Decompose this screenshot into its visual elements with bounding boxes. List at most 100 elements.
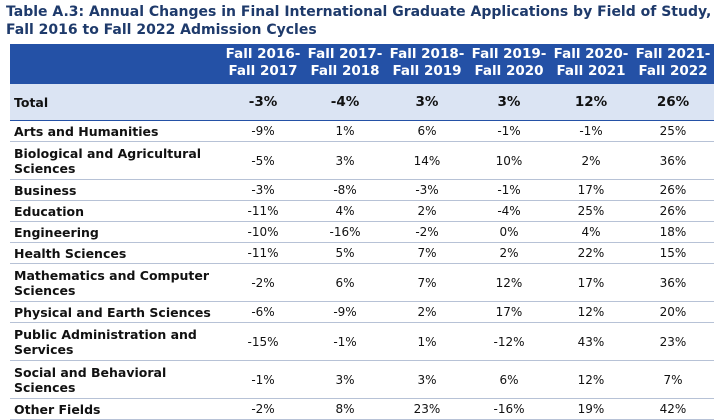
value-cell: 6% [304,263,386,302]
value-cell: -5% [222,141,304,180]
table-row: Physical and Earth Sciences -6% -9% 2% 17% 12… [10,301,714,323]
value-cell: 8% [304,398,386,420]
value-cell: 4% [304,200,386,222]
total-value: 3% [386,83,468,121]
header-line: Fall 2019- [471,46,547,62]
header-cell: Fall 2016- Fall 2017 [222,44,304,84]
header-cell: Fall 2020- Fall 2021 [550,44,632,84]
value-cell: -1% [468,179,550,201]
value-cell: 23% [632,322,714,361]
table-row: Arts and Humanities -9% 1% 6% -1% -1% 25% [10,120,714,142]
value-cell: -3% [222,179,304,201]
value-cell: -12% [468,322,550,361]
header-line: Fall 2021 [556,63,626,79]
value-cell: -1% [222,360,304,399]
value-cell: 42% [632,398,714,420]
field-name: Biological and Agricultural Sciences [10,141,222,180]
value-cell: -1% [550,120,632,142]
header-cell: Fall 2018- Fall 2019 [386,44,468,84]
value-cell: -8% [304,179,386,201]
value-cell: 18% [632,221,714,243]
value-cell: 17% [468,301,550,323]
field-name: Engineering [10,221,222,243]
value-cell: 25% [632,120,714,142]
value-cell: 7% [386,263,468,302]
value-cell: -2% [222,263,304,302]
value-cell: -11% [222,242,304,264]
header-cell: Fall 2017- Fall 2018 [304,44,386,84]
value-cell: 2% [550,141,632,180]
value-cell: 7% [632,360,714,399]
value-cell: -2% [222,398,304,420]
table-row: Health Sciences -11% 5% 7% 2% 22% 15% [10,242,714,264]
value-cell: 17% [550,179,632,201]
header-line: Fall 2019 [392,63,462,79]
table-row: Biological and Agricultural Sciences -5% 3… [10,141,714,180]
header-line: Fall 2018- [389,46,465,62]
value-cell: 20% [632,301,714,323]
value-cell: 1% [386,322,468,361]
value-cell: 43% [550,322,632,361]
value-cell: -10% [222,221,304,243]
table-row: Business -3% -8% -3% -1% 17% 26% [10,179,714,201]
value-cell: 25% [550,200,632,222]
table-row: Social and Behavioral Sciences -1% 3% 3% 6% 1… [10,360,714,399]
table-row: Mathematics and Computer Sciences -2% 6% 7%… [10,263,714,302]
value-cell: 0% [468,221,550,243]
value-cell: -15% [222,322,304,361]
total-value: 12% [550,83,632,121]
header-line: Fall 2020 [474,63,544,79]
field-name: Other Fields [10,398,222,420]
field-name: Education [10,200,222,222]
header-line: Fall 2022 [638,63,708,79]
field-name: Health Sciences [10,242,222,264]
value-cell: 23% [386,398,468,420]
value-cell: -4% [468,200,550,222]
value-cell: -9% [222,120,304,142]
value-cell: 26% [632,179,714,201]
value-cell: 4% [550,221,632,243]
value-cell: 36% [632,141,714,180]
field-name: Business [10,179,222,201]
field-name: Public Administration and Services [10,322,222,361]
value-cell: 6% [386,120,468,142]
value-cell: -2% [386,221,468,243]
field-name: Mathematics and Computer Sciences [10,263,222,302]
value-cell: 26% [632,200,714,222]
total-value: 26% [632,83,714,121]
value-cell: 10% [468,141,550,180]
table-row: Public Administration and Services -15% -1… [10,322,714,361]
table-row: Engineering -10% -16% -2% 0% 4% 18% [10,221,714,243]
total-value: -4% [304,83,386,121]
header-line: Fall 2017- [307,46,383,62]
value-cell: 2% [386,200,468,222]
value-cell: -11% [222,200,304,222]
value-cell: 12% [550,301,632,323]
table-title: Table A.3: Annual Changes in Final Inter… [6,4,712,38]
value-cell: -3% [386,179,468,201]
value-cell: 12% [468,263,550,302]
header-row: Fall 2016- Fall 2017 Fall 2017- Fall 2018 … [10,44,714,84]
value-cell: 3% [304,360,386,399]
value-cell: -16% [468,398,550,420]
total-value: -3% [222,83,304,121]
field-name: Physical and Earth Sciences [10,301,222,323]
value-cell: 3% [386,360,468,399]
total-value: 3% [468,83,550,121]
table-row: Education -11% 4% 2% -4% 25% 26% [10,200,714,222]
value-cell: 1% [304,120,386,142]
value-cell: 6% [468,360,550,399]
value-cell: 5% [304,242,386,264]
total-label: Total [10,83,222,121]
total-row: Total -3% -4% 3% 3% 12% 26% [10,83,714,121]
applications-table: Fall 2016- Fall 2017 Fall 2017- Fall 2018 … [10,44,714,420]
value-cell: 22% [550,242,632,264]
value-cell: 14% [386,141,468,180]
field-name: Arts and Humanities [10,120,222,142]
table-row: Other Fields -2% 8% 23% -16% 19% 42% [10,398,714,420]
header-line: Fall 2018 [310,63,380,79]
header-field-cell [10,44,222,84]
value-cell: -16% [304,221,386,243]
value-cell: 3% [304,141,386,180]
